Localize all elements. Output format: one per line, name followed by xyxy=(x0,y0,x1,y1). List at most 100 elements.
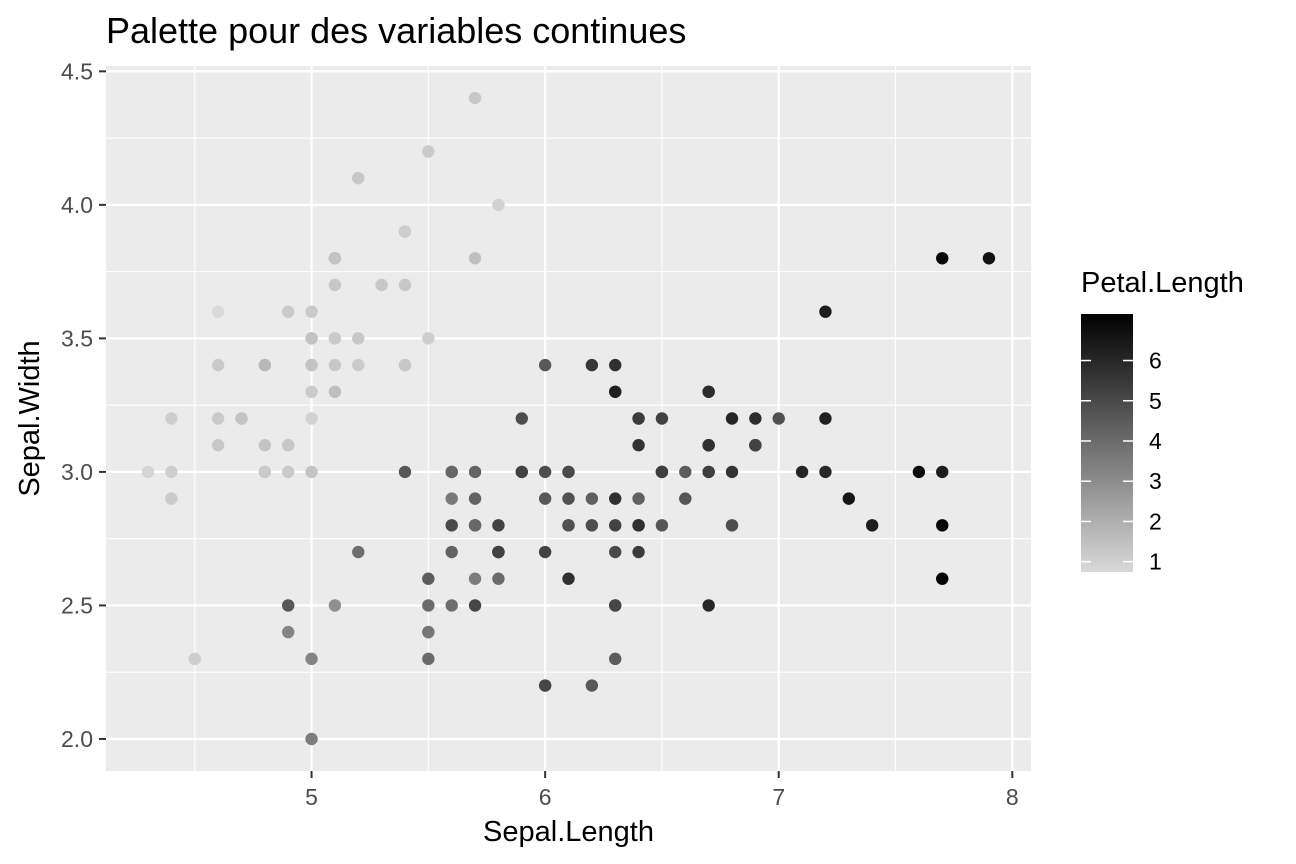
data-point xyxy=(819,465,832,479)
x-tick-label: 5 xyxy=(305,784,318,810)
x-tick-label: 8 xyxy=(1006,784,1019,810)
data-point xyxy=(468,91,482,105)
y-tick-label: 3.5 xyxy=(61,325,93,351)
data-point xyxy=(305,465,318,479)
data-point xyxy=(632,492,645,505)
data-point xyxy=(702,599,715,612)
data-point xyxy=(609,652,622,666)
data-point xyxy=(772,412,785,425)
data-point xyxy=(328,385,342,398)
data-point xyxy=(655,412,669,425)
data-point xyxy=(445,519,458,532)
data-point xyxy=(609,385,622,398)
data-point xyxy=(445,492,458,505)
x-axis-title: Sepal.Length xyxy=(483,816,654,848)
y-tick-label: 3.0 xyxy=(61,459,93,485)
data-point xyxy=(655,519,669,532)
data-point xyxy=(936,572,949,585)
data-point xyxy=(305,652,318,666)
data-point xyxy=(398,358,412,372)
data-point xyxy=(749,412,762,425)
data-point xyxy=(492,572,505,585)
data-point xyxy=(725,465,739,479)
legend: Petal.Length 1 2 3 4 5 6 xyxy=(1081,267,1244,575)
data-point xyxy=(468,252,482,265)
data-point xyxy=(468,465,482,479)
data-point xyxy=(398,465,412,479)
data-point xyxy=(422,625,435,639)
y-tick-label: 4.5 xyxy=(61,58,93,84)
legend-colorbar xyxy=(1081,314,1133,572)
data-point xyxy=(305,358,318,372)
data-point xyxy=(632,545,645,559)
data-point xyxy=(632,519,645,532)
data-point xyxy=(655,465,669,479)
data-point xyxy=(211,305,225,318)
data-point xyxy=(258,358,272,372)
data-point xyxy=(538,545,552,559)
data-point xyxy=(141,465,155,479)
data-point xyxy=(585,519,599,532)
data-point xyxy=(352,545,365,559)
data-point xyxy=(982,252,996,265)
data-point xyxy=(492,519,505,532)
data-point xyxy=(211,358,225,372)
data-point xyxy=(422,145,435,158)
data-point xyxy=(865,519,879,532)
data-point xyxy=(702,385,715,398)
data-point xyxy=(562,519,575,532)
data-point xyxy=(352,171,365,185)
legend-tick-label: 4 xyxy=(1149,428,1162,454)
data-point xyxy=(538,465,552,479)
data-point xyxy=(165,492,178,505)
data-point xyxy=(305,305,318,318)
data-point xyxy=(538,492,552,505)
plot-panel xyxy=(106,66,1031,771)
data-point xyxy=(211,439,225,452)
data-point xyxy=(842,492,856,505)
chart-title: Palette pour des variables continues xyxy=(106,10,686,51)
data-point xyxy=(679,492,692,505)
y-tick-label: 4.0 xyxy=(61,192,93,218)
data-point xyxy=(632,439,645,452)
data-point xyxy=(819,412,832,425)
data-point xyxy=(632,412,645,425)
data-point xyxy=(165,412,178,425)
data-point xyxy=(912,465,926,479)
data-point xyxy=(328,278,342,292)
data-point xyxy=(609,519,622,532)
data-point xyxy=(328,599,342,612)
data-point xyxy=(422,332,435,345)
data-point xyxy=(305,412,318,425)
data-point xyxy=(609,358,622,372)
data-point xyxy=(258,465,272,479)
data-point xyxy=(398,225,412,238)
legend-ticks: 1 2 3 4 5 6 xyxy=(1081,348,1162,575)
data-point xyxy=(422,599,435,612)
data-point xyxy=(398,278,412,292)
legend-tick-label: 2 xyxy=(1149,508,1162,534)
data-point xyxy=(702,439,715,452)
data-point xyxy=(328,358,342,372)
data-point xyxy=(305,732,318,746)
legend-tick-label: 5 xyxy=(1149,388,1162,414)
legend-title: Petal.Length xyxy=(1081,267,1244,299)
data-point xyxy=(211,412,225,425)
data-point xyxy=(562,572,575,585)
data-point xyxy=(749,439,762,452)
data-point xyxy=(585,358,599,372)
data-point xyxy=(328,252,342,265)
data-point xyxy=(936,252,949,265)
y-tick-label: 2.0 xyxy=(61,726,93,752)
data-point xyxy=(819,305,832,318)
data-points xyxy=(141,91,996,746)
data-point xyxy=(445,545,458,559)
legend-tick-label: 1 xyxy=(1149,549,1162,575)
x-tick-label: 7 xyxy=(772,784,785,810)
data-point xyxy=(281,439,295,452)
data-point xyxy=(328,332,342,345)
axes: 5 6 7 8 2.0 2.5 3.0 3.5 4.0 4.5 xyxy=(61,58,1019,810)
data-point xyxy=(515,465,528,479)
data-point xyxy=(188,652,201,666)
